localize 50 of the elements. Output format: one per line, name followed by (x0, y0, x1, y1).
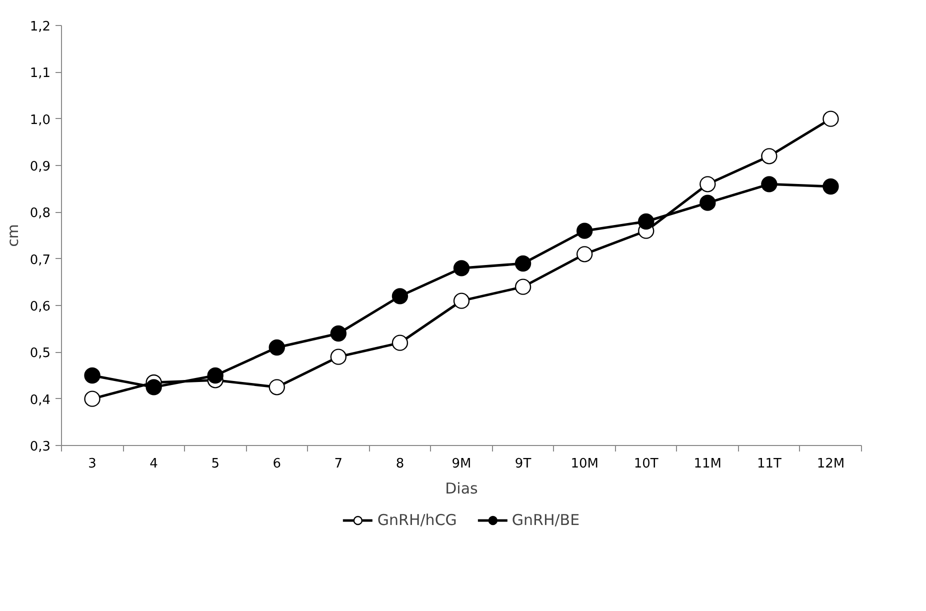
x-tick-label: 6 (272, 456, 282, 472)
x-tick-label: 10M (570, 456, 598, 472)
x-tick-label: 5 (211, 456, 220, 472)
point (392, 334, 408, 351)
point (268, 379, 285, 396)
y-tick-label: 1,1 (30, 66, 51, 82)
point (453, 292, 470, 309)
x-axis-title: Dias (445, 480, 478, 498)
point (146, 379, 162, 396)
x-tick-label: 3 (88, 456, 96, 472)
point (761, 148, 778, 164)
point (84, 390, 100, 407)
point (330, 348, 347, 365)
point (514, 255, 532, 272)
y-axis-title: cm (4, 224, 22, 247)
x-tick-label: 8 (396, 456, 404, 472)
legend-label: GnRH/hCG (377, 511, 457, 529)
y-tick-label: 0,3 (30, 440, 51, 454)
x-tick-label: 12M (816, 456, 845, 472)
point (576, 246, 593, 262)
point (84, 367, 100, 384)
point (638, 213, 654, 230)
point (761, 176, 778, 192)
y-tick-label: 0,6 (30, 300, 51, 314)
x-tick-label: 9T (514, 456, 532, 472)
x-tick-label: 11T (756, 456, 782, 472)
y-tick-label: 0,4 (30, 392, 51, 408)
y-tick-label: 0,8 (30, 206, 51, 222)
point (822, 110, 839, 127)
point (453, 260, 470, 276)
legend-label: GnRH/BE (512, 511, 580, 529)
y-tick-label: 0,7 (30, 252, 51, 268)
point (576, 222, 593, 239)
point (330, 325, 347, 342)
x-tick-label: 7 (334, 456, 343, 472)
point (268, 339, 285, 356)
y-tick-label: 1,2 (30, 20, 51, 34)
x-tick-label: 10T (634, 456, 658, 472)
y-tick-label: 0,5 (30, 346, 51, 362)
x-tick-label: 4 (150, 456, 158, 472)
point (822, 178, 839, 195)
y-tick-label: 0,9 (30, 160, 51, 174)
point (392, 288, 408, 304)
point (514, 278, 532, 295)
y-tick-label: 1,0 (30, 112, 51, 128)
point (700, 194, 716, 211)
x-tick-label: 11M (694, 456, 722, 472)
x-tick-label: 9M (452, 456, 472, 472)
point (700, 176, 716, 192)
point (207, 367, 224, 384)
